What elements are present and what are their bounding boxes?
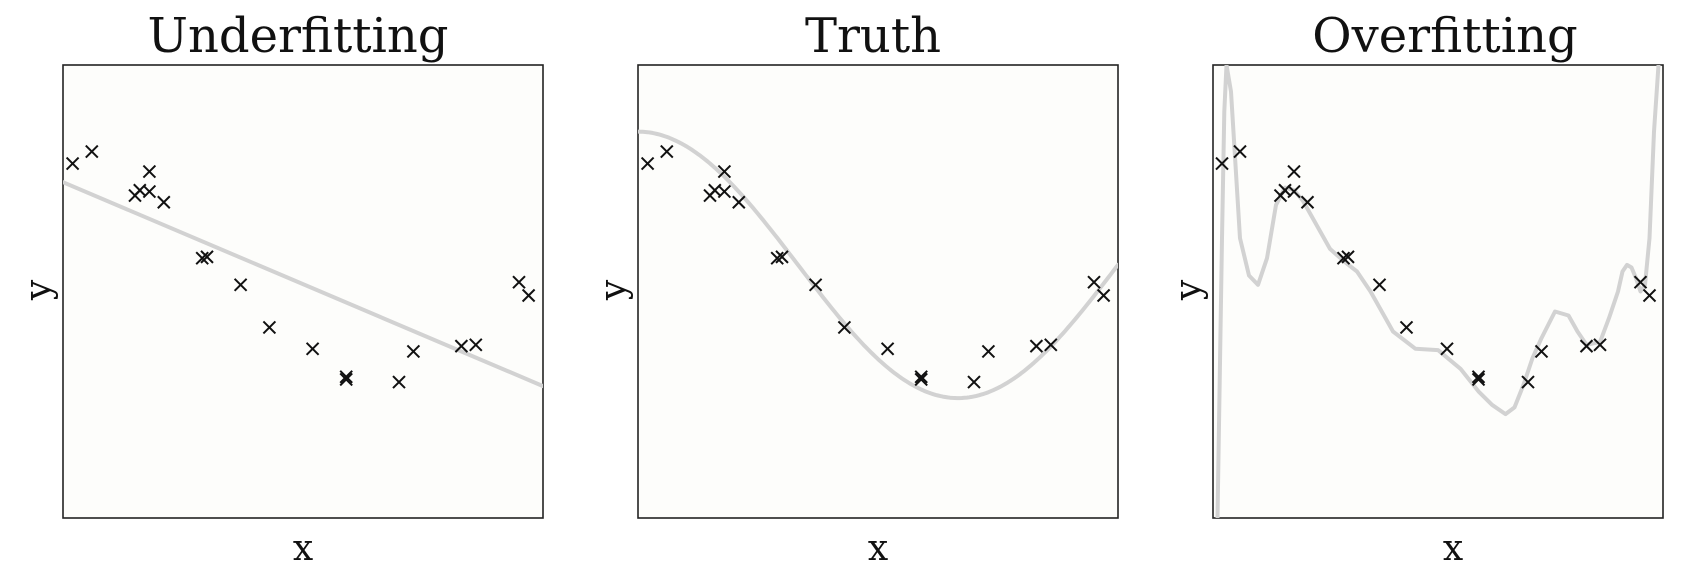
data-point: [914, 370, 928, 384]
data-point: [233, 278, 248, 292]
panel-overfitting: Overfitting x y: [1168, 8, 1664, 569]
data-point: [1633, 275, 1648, 289]
data-point: [1471, 370, 1486, 384]
data-point: [770, 251, 784, 265]
data-point: [981, 344, 996, 359]
data-point: [142, 184, 157, 199]
data-point: [454, 339, 469, 353]
data-point: [808, 278, 823, 292]
chart-title: Underfitting: [147, 8, 448, 64]
data-point: [1215, 156, 1229, 171]
data-point: [305, 342, 320, 356]
fit-layer: [63, 180, 543, 389]
panel-underfitting: Underfitting x y: [18, 8, 544, 569]
data-point: [406, 344, 421, 359]
fit-line: [63, 180, 543, 389]
points-layer: [1215, 144, 1657, 389]
points-layer: [65, 144, 536, 389]
panel-truth: Truth x y: [593, 8, 1119, 569]
data-point: [195, 251, 209, 265]
data-point: [1372, 278, 1387, 292]
data-point: [65, 156, 80, 171]
data-point: [142, 164, 157, 179]
data-point: [1642, 288, 1657, 303]
data-point: [1579, 339, 1594, 353]
data-point: [1341, 250, 1355, 264]
data-point: [775, 250, 789, 264]
points-layer: [640, 144, 1111, 389]
data-point: [717, 184, 732, 199]
chart-title: Overfitting: [1312, 8, 1577, 64]
data-point: [1233, 144, 1247, 159]
data-point: [1096, 288, 1111, 303]
data-point: [1044, 338, 1058, 352]
data-point: [1336, 251, 1351, 265]
y-axis-label: y: [1168, 279, 1209, 301]
x-axis-label: x: [1443, 528, 1463, 569]
plot-area: [637, 64, 1119, 519]
data-point: [1300, 195, 1315, 209]
data-point: [732, 195, 746, 209]
data-point: [392, 375, 406, 389]
fit-line: [638, 129, 1118, 401]
fit-layer: [638, 129, 1118, 401]
data-point: [717, 164, 732, 179]
data-point: [1440, 342, 1454, 356]
data-point: [1399, 320, 1414, 335]
data-point: [1287, 184, 1301, 199]
data-point: [837, 320, 852, 335]
data-point: [339, 372, 353, 387]
data-point: [262, 320, 277, 335]
data-point: [521, 288, 536, 303]
data-point: [1521, 375, 1535, 389]
data-point: [914, 372, 928, 387]
data-point: [967, 375, 981, 389]
data-point: [660, 144, 674, 159]
data-point: [1087, 275, 1101, 289]
data-point: [640, 156, 655, 171]
plot-area: [62, 64, 544, 519]
data-point: [1287, 164, 1301, 179]
data-point: [880, 342, 895, 356]
data-point: [339, 370, 353, 384]
fit-line: [1215, 65, 1661, 518]
data-point: [200, 250, 214, 264]
y-axis-label: y: [18, 279, 59, 301]
x-axis-label: x: [293, 528, 313, 569]
fit-layer: [1215, 65, 1661, 518]
data-point: [1471, 372, 1486, 387]
data-point: [85, 144, 99, 159]
data-point: [157, 195, 171, 209]
data-point: [1593, 338, 1607, 352]
x-axis-label: x: [868, 528, 888, 569]
plot-area: [1212, 64, 1664, 519]
chart-title: Truth: [805, 8, 941, 64]
data-point: [1029, 339, 1044, 353]
data-point: [1534, 344, 1549, 359]
data-point: [469, 338, 483, 352]
data-point: [512, 275, 526, 289]
y-axis-label: y: [593, 279, 634, 301]
